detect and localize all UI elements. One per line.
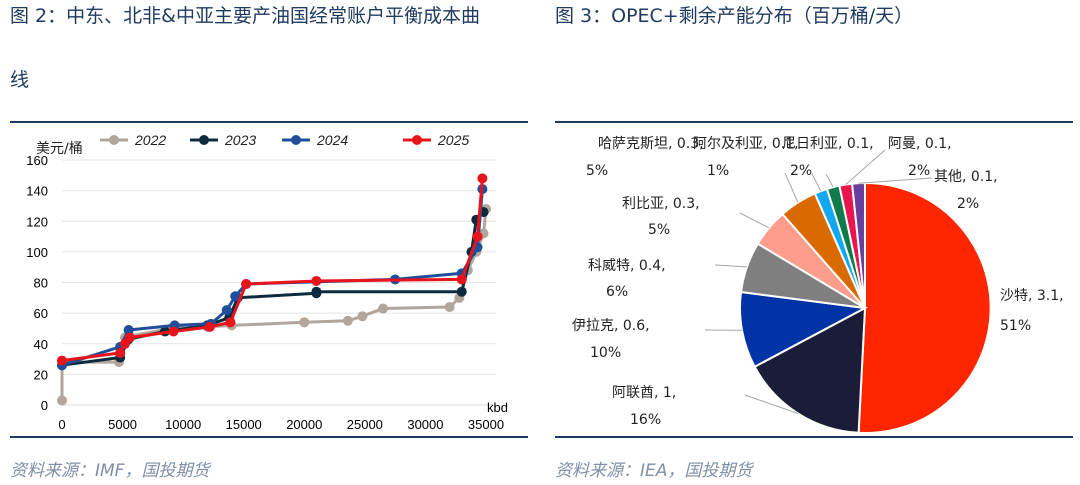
x-tick-label: 10000 [165, 417, 201, 432]
slice-percent: 6% [606, 284, 628, 300]
slice-label: 阿尔及利亚, 0.1, [693, 136, 799, 152]
left-chart-title-continued: 线 [10, 69, 30, 91]
slice-label: 尼日利亚, 0.1, [782, 136, 874, 152]
data-point-2025 [472, 231, 483, 242]
left-top-rule [10, 121, 528, 123]
x-tick-label: 15000 [226, 417, 262, 432]
y-tick-label: 80 [34, 276, 48, 291]
x-tick-label: 5000 [108, 417, 137, 432]
data-point-2025 [225, 317, 236, 328]
slice-label: 阿联酋, 1, [612, 384, 676, 401]
data-point-2025 [115, 347, 126, 358]
data-point-2022 [342, 315, 353, 326]
data-point-2025 [204, 321, 215, 332]
y-tick-label: 120 [26, 214, 48, 229]
slice-label: 沙特, 3.1, [1000, 288, 1064, 304]
right-top-rule [555, 121, 1073, 123]
slice-label: 阿曼, 0.1, [888, 136, 952, 152]
legend-label: 2024 [316, 132, 348, 148]
left-source-note: 资料来源：IMF，国投期货 [10, 461, 210, 481]
data-point-2025 [241, 279, 252, 290]
slice-label: 哈萨克斯坦, 0.3, [598, 136, 704, 152]
x-tick-label: 25000 [347, 417, 383, 432]
pie-slice [753, 306, 867, 434]
data-point-2022 [444, 302, 455, 312]
pie-slice [857, 181, 992, 434]
left-bottom-rule [10, 436, 528, 438]
y-tick-label: 140 [26, 184, 48, 199]
right-chart-title: 图 3：OPEC+剩余产能分布（百万桶/天） [555, 5, 914, 27]
data-point-2025 [124, 332, 135, 343]
data-point-2025 [477, 173, 488, 184]
x-tick-label: 30000 [407, 417, 443, 432]
legend-label: 2025 [437, 132, 469, 148]
legend-swatch-marker [199, 135, 209, 145]
legend-swatch-marker [412, 135, 422, 145]
legend-label: 2022 [134, 132, 166, 148]
right-source-note: 资料来源：IEA，国投期货 [555, 461, 753, 481]
leader-line [858, 177, 933, 184]
slice-label: 利比亚, 0.3, [622, 196, 700, 212]
data-point-2024 [123, 324, 134, 335]
data-point-2025 [57, 355, 67, 366]
slice-label: 科威特, 0.4, [588, 258, 666, 274]
slice-percent: 5% [648, 222, 670, 238]
slice-percent: 16% [630, 412, 661, 428]
slice-percent: 1% [707, 163, 729, 179]
legend-swatch-marker [291, 135, 301, 145]
data-point-2024 [221, 305, 232, 316]
slice-percent: 2% [957, 196, 979, 212]
y-tick-label: 0 [41, 398, 48, 413]
leader-line [744, 394, 799, 414]
data-point-2022 [57, 395, 67, 406]
y-tick-label: 20 [34, 367, 48, 382]
data-point-2025 [456, 274, 467, 285]
slice-percent: 2% [908, 163, 930, 179]
leader-line [714, 264, 747, 268]
data-point-2023 [311, 286, 322, 297]
x-axis-label: kbd [487, 400, 508, 415]
slice-percent: 5% [586, 163, 608, 179]
slice-percent: 10% [590, 345, 621, 361]
leader-line [845, 149, 886, 185]
leader-line [825, 173, 834, 188]
legend-label: 2023 [224, 132, 256, 148]
data-point-2024 [230, 291, 241, 302]
y-tick-label: 40 [34, 337, 48, 352]
left-chart-title: 图 2：中东、北非&中亚主要产油国经常账户平衡成本曲 [10, 5, 480, 27]
x-tick-label: 35000 [468, 417, 504, 432]
y-tick-label: 60 [34, 306, 48, 321]
x-tick-label: 0 [58, 417, 65, 432]
pie-slice [738, 290, 869, 369]
right-bottom-rule [555, 436, 1073, 438]
slice-label: 伊拉克, 0.6, [572, 318, 650, 334]
data-point-2023 [456, 286, 467, 297]
data-point-2022 [299, 317, 310, 328]
data-point-2025 [168, 326, 179, 337]
x-tick-label: 20000 [286, 417, 322, 432]
leader-line [739, 212, 770, 229]
legend-swatch-marker [109, 135, 119, 145]
y-tick-label: 160 [26, 153, 48, 168]
slice-label: 其他, 0.1, [934, 169, 998, 185]
data-point-2022 [357, 311, 368, 322]
y-axis-label: 美元/桶 [36, 141, 83, 157]
data-point-2022 [378, 303, 389, 314]
slice-percent: 2% [790, 163, 812, 179]
y-tick-label: 100 [26, 245, 48, 260]
leader-line [784, 172, 799, 203]
data-point-2025 [311, 275, 322, 286]
slice-percent: 51% [1000, 318, 1031, 334]
leader-line [811, 173, 822, 192]
